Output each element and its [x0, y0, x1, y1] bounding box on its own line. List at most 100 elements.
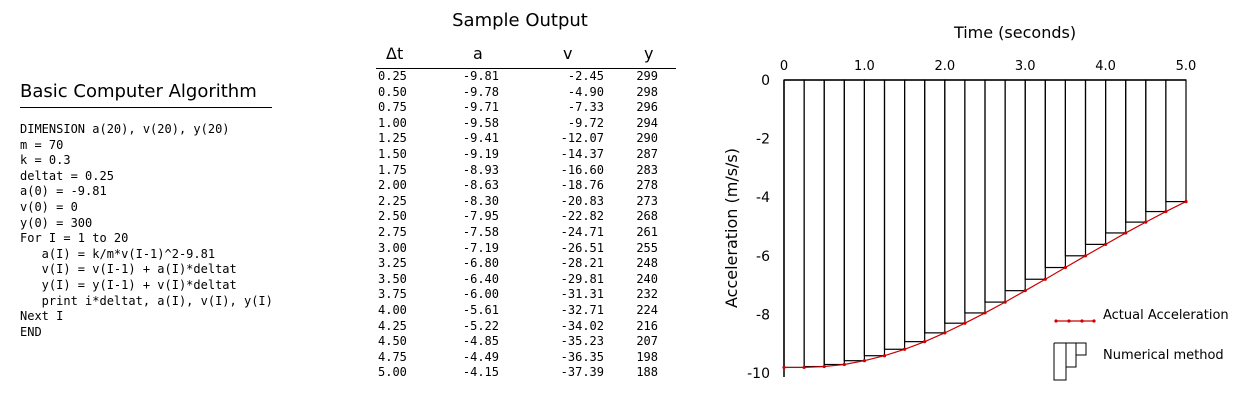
- actual-acceleration-point: [782, 365, 786, 370]
- table-row: 1.50 -9.19 -14.37 287: [376, 147, 676, 163]
- table-row: 2.25 -8.30 -20.83 273: [376, 194, 676, 210]
- table-row: 3.25 -6.80 -28.21 248: [376, 256, 676, 272]
- actual-acceleration-point: [943, 331, 947, 335]
- table-row: 1.75 -8.93 -16.60 283: [376, 163, 676, 179]
- cell-v: -12.07: [560, 131, 604, 146]
- numerical-step-bar: [863, 79, 886, 357]
- cell-y: 240: [636, 271, 658, 286]
- legend-label-numerical: Numerical method: [1103, 348, 1224, 363]
- actual-acceleration-point: [842, 362, 846, 367]
- cell-a: -9.58: [462, 115, 499, 130]
- cell-a: -7.58: [462, 224, 499, 239]
- actual-acceleration-point: [1043, 277, 1047, 281]
- actual-acceleration-point: [862, 359, 866, 363]
- cell-y: 294: [636, 115, 658, 130]
- code-line: a(0) = -9.81: [20, 184, 107, 199]
- cell-v: -37.39: [560, 365, 604, 380]
- cell-a: -4.85: [462, 334, 499, 349]
- cell-y: 287: [636, 146, 658, 161]
- table-row: 4.75 -4.49 -36.35 198: [376, 350, 676, 366]
- cell-a: -9.81: [462, 69, 499, 83]
- cell-y: 188: [636, 365, 658, 380]
- actual-acceleration-point: [1063, 265, 1067, 270]
- code-line: m = 70: [20, 137, 64, 152]
- x-tick-label: 2.0: [934, 59, 955, 74]
- numerical-step-bar: [1145, 79, 1167, 213]
- cell-v: -14.37: [560, 146, 604, 161]
- numerical-step-bar: [783, 79, 805, 369]
- cell-v: -36.35: [560, 349, 604, 364]
- actual-acceleration-point: [1184, 199, 1188, 204]
- numerical-step-bar: [1125, 79, 1147, 223]
- x-axis-title: Time (seconds): [953, 23, 1076, 42]
- table-row: 2.00 -8.63 -18.76 278: [376, 178, 676, 194]
- legend-swatch-actual-point: [1092, 319, 1096, 323]
- cell-y: 261: [636, 224, 658, 239]
- code-line: v(I) = v(I-1) + a(I)*deltat: [20, 262, 237, 277]
- cell-v: -16.60: [560, 162, 604, 177]
- y-tick-label: -2: [756, 132, 770, 148]
- table-row: 1.00 -9.58 -9.72 294: [376, 116, 676, 132]
- numerical-step-bar: [1004, 79, 1026, 292]
- cell-delta-t: 2.25: [378, 193, 407, 208]
- numerical-step-bar: [843, 79, 866, 362]
- y-tick-label: -10: [747, 366, 770, 382]
- code-line: k = 0.3: [20, 153, 71, 168]
- cell-v: -29.81: [560, 271, 604, 286]
- numerical-step-bar: [1084, 79, 1107, 245]
- cell-y: 248: [636, 256, 658, 271]
- table-row: 4.25 -5.22 -34.02 216: [376, 319, 676, 335]
- table-row: 0.25 -9.81 -2.45 299: [376, 69, 676, 85]
- actual-acceleration-point: [1124, 231, 1128, 235]
- cell-a: -7.95: [462, 209, 499, 224]
- numerical-step-bar: [924, 79, 946, 334]
- table-row: 5.00 -4.15 -37.39 188: [376, 365, 676, 381]
- table-row: 4.00 -5.61 -32.71 224: [376, 303, 676, 319]
- cell-delta-t: 1.50: [378, 146, 407, 161]
- algorithm-title-underline: [20, 107, 272, 108]
- acceleration-chart: 0 1.0 2.0 3.0 4.0 5.0 0 -2 -4 -6 -8 -10 Time (second…: [722, 23, 1196, 382]
- sample-output-title: Sample Output: [452, 10, 588, 31]
- numerical-step-bar: [1165, 79, 1187, 203]
- header-y: y: [644, 44, 654, 63]
- actual-acceleration-point: [1164, 209, 1168, 214]
- cell-y: 290: [636, 131, 658, 146]
- cell-delta-t: 3.50: [378, 271, 407, 286]
- numerical-step-bar: [883, 79, 906, 350]
- code-line: For I = 1 to 20: [20, 231, 129, 246]
- table-row: 2.50 -7.95 -22.82 268: [376, 209, 676, 225]
- actual-acceleration-point: [1023, 289, 1027, 293]
- legend-swatch-actual-point: [1080, 319, 1084, 323]
- cell-delta-t: 3.00: [378, 240, 407, 255]
- code-line: print i*deltat, a(I), v(I), y(I): [20, 293, 273, 308]
- cell-delta-t: 2.00: [378, 178, 407, 193]
- cell-v: -32.71: [560, 302, 604, 317]
- table-row: 0.75 -9.71 -7.33 296: [376, 100, 676, 116]
- x-tick-label: 0: [780, 59, 788, 74]
- cell-y: 298: [636, 84, 658, 99]
- table-row: 3.75 -6.00 -31.31 232: [376, 287, 676, 303]
- cell-a: -6.40: [462, 271, 499, 286]
- cell-y: 207: [636, 334, 658, 349]
- cell-delta-t: 1.75: [378, 162, 407, 177]
- header-v: v: [563, 44, 573, 63]
- cell-delta-t: 4.75: [378, 349, 407, 364]
- cell-delta-t: 2.75: [378, 224, 407, 239]
- algorithm-title: Basic Computer Algorithm: [20, 81, 257, 102]
- legend-swatch-actual-point: [1067, 319, 1071, 323]
- cell-delta-t: 0.50: [378, 84, 407, 99]
- actual-acceleration-point: [882, 354, 887, 358]
- cell-delta-t: 2.50: [378, 209, 407, 224]
- numerical-step-bar: [904, 79, 926, 343]
- cell-a: -5.61: [462, 302, 499, 317]
- code-line: Next I: [20, 309, 64, 324]
- numerical-step-bar: [964, 79, 986, 314]
- numerical-step-bar: [1105, 79, 1127, 234]
- x-tick-label: 1.0: [854, 59, 875, 74]
- code-line: y(0) = 300: [20, 215, 93, 230]
- table-row: 3.00 -7.19 -26.51 255: [376, 241, 676, 257]
- y-tick-label: -6: [756, 249, 770, 265]
- cell-a: -9.71: [462, 100, 499, 115]
- actual-acceleration-point: [1104, 242, 1108, 246]
- code-line: v(0) = 0: [20, 199, 78, 214]
